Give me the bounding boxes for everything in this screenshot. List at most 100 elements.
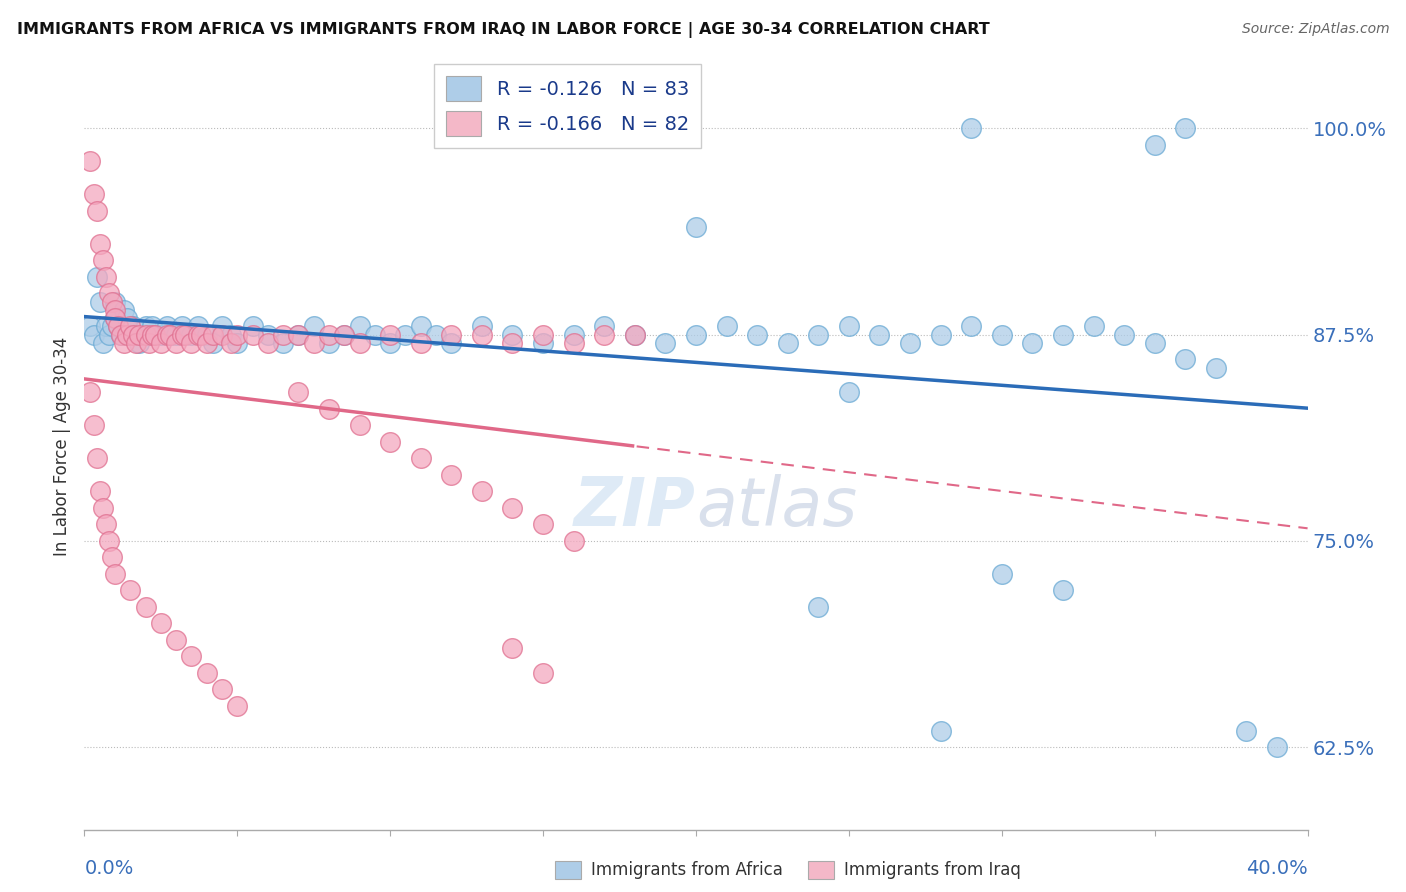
Point [104, 311, 127, 326]
Point [104, 566, 127, 581]
Point [122, 327, 145, 342]
Text: Immigrants from Africa: Immigrants from Africa [591, 861, 782, 879]
Point [380, 335, 402, 350]
Point [201, 327, 224, 342]
Point [349, 335, 371, 350]
Text: IMMIGRANTS FROM AFRICA VS IMMIGRANTS FROM IRAQ IN LABOR FORCE | AGE 30-34 CORREL: IMMIGRANTS FROM AFRICA VS IMMIGRANTS FRO… [17, 22, 990, 38]
Point [318, 401, 340, 416]
Point [101, 550, 124, 565]
Point [104, 294, 127, 309]
Point [94, 319, 117, 334]
Point [502, 641, 524, 656]
Point [159, 327, 181, 342]
Point [112, 302, 135, 317]
Point [1205, 360, 1227, 375]
Point [318, 335, 340, 350]
Point [190, 327, 212, 342]
Point [86, 203, 108, 218]
Point [180, 327, 202, 342]
Point [1083, 319, 1105, 334]
Point [440, 335, 463, 350]
Point [91, 500, 114, 515]
Point [101, 319, 124, 334]
Point [287, 327, 309, 342]
Point [440, 327, 463, 342]
Point [79, 385, 101, 400]
Point [211, 319, 233, 334]
Point [195, 327, 218, 342]
Point [333, 327, 356, 342]
Point [471, 484, 494, 499]
Text: ZIP: ZIP [574, 475, 696, 541]
Point [120, 583, 142, 598]
Point [562, 335, 585, 350]
Point [89, 236, 111, 251]
Point [128, 327, 150, 342]
Point [115, 327, 138, 342]
Point [86, 451, 108, 466]
Point [409, 335, 432, 350]
Point [135, 599, 157, 614]
Point [156, 327, 179, 342]
Point [138, 335, 160, 350]
Point [226, 698, 249, 713]
Point [219, 335, 242, 350]
Text: Source: ZipAtlas.com: Source: ZipAtlas.com [1241, 22, 1389, 37]
Point [807, 599, 830, 614]
Point [138, 327, 160, 342]
Point [94, 517, 117, 532]
Point [242, 319, 264, 334]
Point [174, 327, 197, 342]
Point [502, 327, 524, 342]
Point [79, 319, 101, 334]
Point [531, 665, 554, 680]
Point [186, 319, 208, 334]
Point [1021, 335, 1043, 350]
Point [1265, 740, 1288, 755]
Point [531, 335, 554, 350]
Point [125, 327, 148, 342]
Text: atlas: atlas [696, 475, 858, 541]
Point [929, 327, 952, 342]
Point [394, 327, 416, 342]
Point [195, 335, 218, 350]
Point [349, 319, 371, 334]
Point [180, 335, 202, 350]
Point [380, 434, 402, 449]
Point [186, 327, 208, 342]
Point [364, 327, 387, 342]
Point [531, 517, 554, 532]
Point [838, 319, 860, 334]
Point [110, 327, 132, 342]
Point [257, 335, 280, 350]
Point [349, 418, 371, 433]
Point [211, 327, 233, 342]
Point [409, 319, 432, 334]
Point [172, 327, 194, 342]
Point [960, 121, 983, 136]
Point [226, 327, 249, 342]
Text: 40.0%: 40.0% [1246, 859, 1308, 879]
Point [97, 327, 120, 342]
Point [143, 327, 166, 342]
Point [165, 327, 187, 342]
Point [440, 467, 463, 482]
Point [83, 418, 105, 433]
Point [716, 319, 738, 334]
Point [219, 327, 242, 342]
Point [838, 385, 860, 400]
Point [593, 327, 616, 342]
Point [287, 327, 309, 342]
Point [333, 327, 356, 342]
Point [1114, 327, 1136, 342]
Point [97, 533, 120, 548]
Point [409, 451, 432, 466]
Point [1174, 352, 1197, 367]
Point [471, 319, 494, 334]
Y-axis label: In Labor Force | Age 30-34: In Labor Force | Age 30-34 [53, 336, 72, 556]
Point [201, 335, 224, 350]
Point [425, 327, 447, 342]
Point [287, 385, 309, 400]
Point [149, 616, 172, 631]
Text: Immigrants from Iraq: Immigrants from Iraq [844, 861, 1021, 879]
